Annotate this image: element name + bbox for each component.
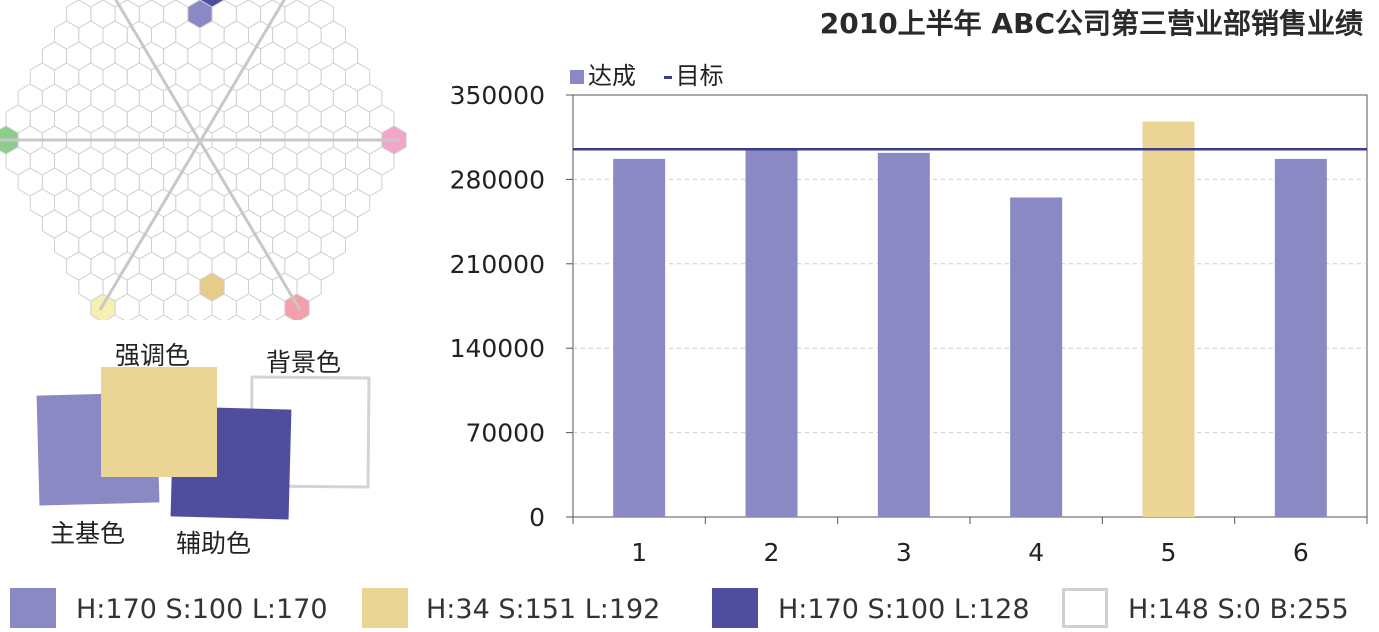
background-color-label: 背景色 <box>266 348 342 377</box>
bar-5 <box>1142 121 1195 518</box>
wheel-cell <box>175 0 201 8</box>
bar-chart: 350000 280000 210000 140000 70000 0 1 2 3 4 5 6 <box>450 81 1368 567</box>
wheel-cell <box>102 0 128 8</box>
palette-swatch <box>10 588 56 628</box>
accent-color-card <box>101 367 217 477</box>
x-tick-label: 6 <box>1293 538 1309 567</box>
color-wheel <box>0 0 407 320</box>
wheel-cell <box>223 0 249 8</box>
wheel-hex-grid <box>0 0 407 320</box>
legend-swatch-achieved <box>570 70 584 84</box>
wheel-cell <box>272 0 298 8</box>
legend-label-target: 目标 <box>675 62 724 90</box>
bar-2 <box>745 149 798 517</box>
palette-swatch <box>1062 588 1108 628</box>
wheel-color-cell <box>199 0 225 8</box>
wheel-cell <box>296 0 322 8</box>
legend-label-achieved: 达成 <box>588 62 636 90</box>
y-tick-label: 280000 <box>450 165 545 194</box>
wheel-axis-line <box>114 0 302 311</box>
y-tick-label: 350000 <box>450 81 545 110</box>
wheel-axis-line <box>98 0 286 311</box>
x-tick-label: 5 <box>1161 538 1177 567</box>
wheel-cell <box>126 0 152 8</box>
x-tick-label: 3 <box>896 538 912 567</box>
wheel-cell <box>248 0 274 8</box>
chart-legend: 达成 目标 <box>570 56 724 91</box>
legend-swatch-target <box>663 75 672 79</box>
x-tick-label: 4 <box>1028 538 1044 567</box>
plot-area <box>572 94 1368 518</box>
palette-value: H:170 S:100 L:128 <box>778 594 1030 625</box>
bar-4 <box>1010 197 1063 517</box>
x-tick-label: 2 <box>764 538 780 567</box>
x-tick-label: 1 <box>631 538 647 567</box>
primary-color-label: 主基色 <box>50 519 126 548</box>
y-tick-label: 210000 <box>450 250 545 279</box>
y-tick-label: 0 <box>529 503 545 532</box>
y-tick-label: 140000 <box>450 334 545 363</box>
wheel-cell <box>151 0 177 8</box>
wheel-cell <box>78 0 104 8</box>
palette-value: H:148 S:0 B:255 <box>1128 594 1349 625</box>
bar-6 <box>1274 158 1327 517</box>
palette-value: H:170 S:100 L:170 <box>76 594 328 625</box>
palette-swatch <box>362 588 408 628</box>
secondary-color-label: 辅助色 <box>176 529 252 558</box>
accent-color-label: 强调色 <box>115 341 191 370</box>
y-tick-label: 70000 <box>465 419 545 448</box>
bar-1 <box>613 158 666 517</box>
palette-swatch <box>712 588 758 628</box>
palette-value: H:34 S:151 L:192 <box>426 594 661 625</box>
bar-3 <box>877 152 930 518</box>
chart-title: 2010上半年 ABC公司第三营业部销售业绩 <box>819 7 1363 40</box>
